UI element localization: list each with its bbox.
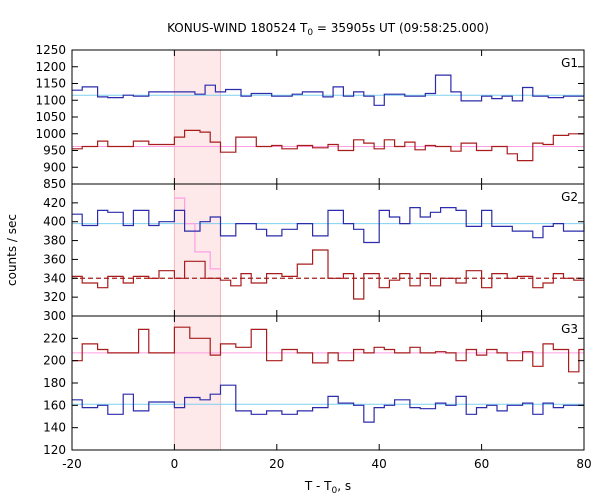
y-tick-label: 950 xyxy=(43,144,66,158)
x-axis-label: T - T0, s xyxy=(304,479,351,496)
plot-area: 850900950100010501100115012001250G130032… xyxy=(35,43,591,471)
panel-g3: 120 140 160 180 200 220 G3 xyxy=(43,315,585,457)
y-tick-label: 1050 xyxy=(35,110,66,124)
x-tick-label: 80 xyxy=(576,457,591,471)
series-g3-red xyxy=(72,326,584,373)
x-axis-label-main: T - T xyxy=(304,479,332,493)
series-g2-blue xyxy=(72,207,585,244)
x-tick-label: 20 xyxy=(269,457,284,471)
y-tick-label: 160 xyxy=(43,398,66,412)
y-tick-label: 140 xyxy=(43,421,66,435)
y-tick-label: 1100 xyxy=(35,93,66,107)
y-tick-label: 220 xyxy=(43,331,66,345)
panel-label-g2: G2 xyxy=(561,190,578,204)
y-tick-label: 1000 xyxy=(35,127,66,141)
y-tick-label: 200 xyxy=(43,354,66,368)
panel-label-g1: G1 xyxy=(561,56,578,70)
y-tick-label: 380 xyxy=(43,234,66,248)
y-tick-label: 120 xyxy=(43,443,66,457)
y-tick-label: 400 xyxy=(43,215,66,229)
y-tick-label: 180 xyxy=(43,376,66,390)
series-g2-red xyxy=(72,249,584,300)
chart-title: KONUS-WIND 180524 T0 = 35905s UT (09:58:… xyxy=(167,21,489,38)
highlight-interval-band xyxy=(174,50,221,450)
x-axis-label-rest: , s xyxy=(337,479,351,493)
y-tick-label: 420 xyxy=(43,196,66,210)
x-tick-label: 0 xyxy=(171,457,179,471)
series-g1-blue xyxy=(72,74,584,106)
panel-label-g3: G3 xyxy=(561,322,578,336)
chart-title-rest: = 35905s UT (09:58:25.000) xyxy=(313,21,489,35)
chart-title-main: KONUS-WIND 180524 T xyxy=(167,21,308,35)
y-tick-label: 300 xyxy=(43,309,66,323)
x-axis-label-subscript: 0 xyxy=(332,486,338,496)
panel-g2: 300 320 340 360 380 400 420 G2 xyxy=(43,183,585,323)
y-tick-label: 900 xyxy=(43,160,66,174)
series-g2-pink xyxy=(174,197,221,270)
x-tick-label: -20 xyxy=(62,457,82,471)
x-tick-label: 60 xyxy=(474,457,489,471)
y-tick-label: 850 xyxy=(43,177,66,191)
y-tick-label: 320 xyxy=(43,290,66,304)
y-tick-label: 360 xyxy=(43,252,66,266)
series-g3-blue xyxy=(72,384,584,423)
chart-title-subscript: 0 xyxy=(307,28,313,38)
y-tick-label: 1250 xyxy=(35,43,66,57)
y-axis-label: counts / sec xyxy=(5,214,19,286)
y-tick-label: 1150 xyxy=(35,77,66,91)
x-tick-label: 40 xyxy=(372,457,387,471)
y-tick-label: 1200 xyxy=(35,60,66,74)
series-g1-red xyxy=(72,129,584,162)
y-tick-label: 340 xyxy=(43,271,66,285)
